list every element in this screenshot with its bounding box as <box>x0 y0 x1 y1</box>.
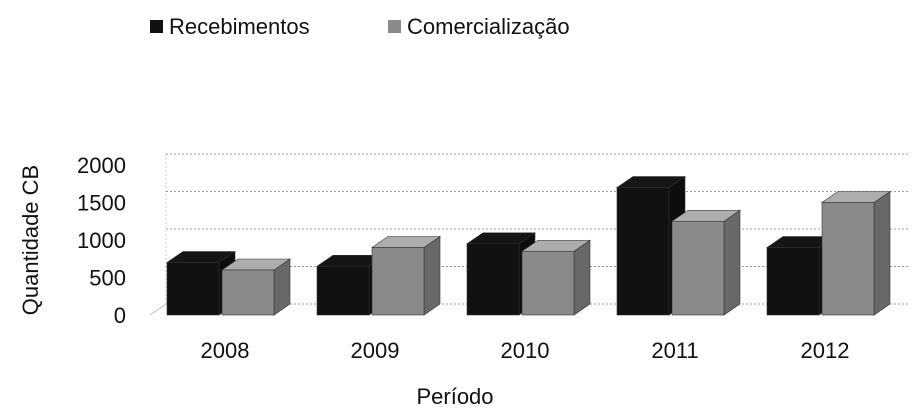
y-tick-label: 500 <box>89 265 126 290</box>
bar <box>821 202 875 316</box>
bar <box>466 243 520 316</box>
y-tick-label: 0 <box>114 303 126 328</box>
x-axis-label: Período <box>416 384 493 409</box>
bar-side <box>423 235 441 316</box>
y-axis-label: Quantidade CB <box>18 165 43 315</box>
bar <box>316 265 370 316</box>
bar <box>166 262 220 316</box>
y-tick-label: 2000 <box>77 153 126 178</box>
legend-label: Comercialização <box>407 14 570 39</box>
y-tick-label: 1500 <box>77 190 126 215</box>
x-tick-label: 2010 <box>501 338 550 363</box>
x-tick-label: 2008 <box>201 338 250 363</box>
bar-side <box>873 190 891 316</box>
y-tick-label: 1000 <box>77 228 126 253</box>
bar <box>616 187 670 316</box>
legend-swatch <box>150 20 163 33</box>
bar <box>521 250 575 316</box>
axis-line <box>149 303 167 316</box>
bar <box>221 269 275 316</box>
x-tick-label: 2012 <box>801 338 850 363</box>
bar <box>671 220 725 316</box>
bar <box>371 247 425 316</box>
legend-swatch <box>388 20 401 33</box>
bar-side <box>723 209 741 316</box>
bar-side <box>573 239 591 316</box>
x-tick-label: 2011 <box>651 338 698 363</box>
legend-label: Recebimentos <box>169 14 310 39</box>
bar <box>766 247 820 316</box>
x-tick-label: 2009 <box>351 338 400 363</box>
